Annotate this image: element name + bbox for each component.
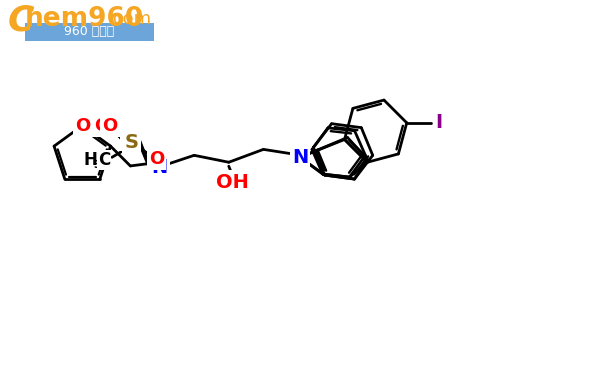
Text: S: S [125,133,139,152]
Text: hem960: hem960 [25,6,144,32]
Text: H: H [83,151,97,169]
Text: O: O [102,117,117,135]
Text: S: S [123,130,137,149]
FancyBboxPatch shape [25,23,154,40]
Text: H: H [83,151,97,169]
Text: N: N [151,158,168,177]
Text: 3: 3 [93,160,101,170]
Text: O: O [149,150,164,168]
Text: N: N [292,148,308,167]
Text: O: O [74,117,90,135]
Text: O: O [102,117,117,135]
FancyBboxPatch shape [8,9,154,40]
Text: O: O [94,117,110,135]
Text: N: N [292,148,308,167]
Text: I: I [436,113,443,132]
Text: C: C [98,151,110,169]
Text: N: N [151,158,168,177]
Text: C: C [98,151,110,169]
Text: OH: OH [217,172,249,192]
Text: C: C [8,4,34,38]
Text: .com: .com [107,10,151,28]
Text: O: O [74,117,90,135]
Text: O: O [149,150,164,168]
Text: 3: 3 [93,160,101,170]
Text: OH: OH [217,172,249,192]
Text: 960 化工网: 960 化工网 [64,25,114,38]
Text: S: S [125,133,139,152]
